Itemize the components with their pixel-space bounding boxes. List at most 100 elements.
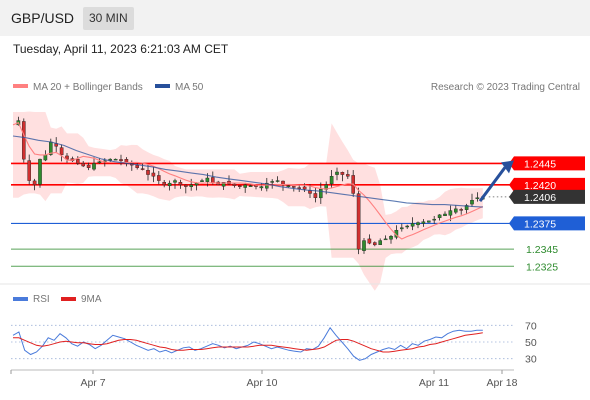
candle-body	[243, 184, 248, 188]
candle-body	[167, 182, 172, 187]
rsi-ma-legend-label: 9MA	[81, 294, 102, 305]
candle-body	[475, 197, 480, 199]
candle-body	[335, 171, 339, 175]
candle-body	[265, 182, 269, 189]
candle-body	[275, 180, 280, 182]
candle-body	[421, 221, 426, 224]
resistance-label: 1.2445	[524, 158, 556, 170]
current-price-label: 1.2406	[524, 192, 556, 204]
forecast-arrow-head	[501, 160, 514, 174]
candle-body	[178, 182, 183, 186]
rsi-level-label: 30	[525, 354, 537, 366]
candle-body	[221, 182, 226, 187]
rsi-level-label: 70	[525, 320, 537, 332]
rsi-line	[12, 326, 483, 361]
rsi-legend-label: RSI	[33, 294, 50, 305]
candle-body	[454, 208, 458, 213]
support-label: 1.2325	[526, 261, 558, 273]
ma50-line	[12, 135, 483, 208]
candle-body	[259, 186, 264, 189]
candle-body	[146, 170, 150, 175]
candle-body	[27, 160, 32, 181]
candle-body	[470, 200, 474, 205]
candle-body	[405, 225, 410, 228]
candle-body	[432, 218, 437, 221]
candle-body	[329, 176, 334, 185]
candle-body	[75, 158, 80, 164]
forecast-arrow-shaft	[478, 166, 507, 203]
timeframe-selector[interactable]: 30 MIN	[83, 7, 134, 30]
symbol-title: GBP/USD	[11, 10, 75, 26]
candle-body	[81, 163, 85, 167]
candle-body	[248, 185, 253, 187]
candle-body	[378, 240, 383, 245]
candle-body	[297, 187, 302, 189]
rsi-panel: 70 50 30	[11, 320, 537, 366]
candle-body	[319, 188, 323, 199]
candle-body	[59, 147, 64, 156]
moving-averages	[12, 121, 484, 240]
candle-body	[389, 236, 393, 240]
ma20-legend-swatch	[13, 84, 28, 88]
candle-body	[313, 193, 318, 198]
candle-body	[464, 205, 469, 210]
candle-body	[43, 154, 48, 161]
forecast-arrow	[478, 160, 514, 203]
candle-body	[162, 182, 167, 186]
ma50-legend-label: MA 50	[175, 82, 204, 93]
candle-body	[205, 177, 210, 182]
current-price-box	[509, 189, 585, 204]
ma50-legend-swatch	[155, 84, 170, 88]
candle-body	[189, 184, 194, 187]
candles	[16, 116, 485, 255]
candle-body	[427, 220, 431, 223]
ma20-line	[12, 121, 484, 240]
candle-body	[459, 209, 464, 211]
resistance-label-box	[509, 177, 585, 192]
candle-body	[32, 180, 37, 186]
candle-body	[140, 168, 145, 170]
candle-body	[183, 184, 188, 187]
candle-body	[362, 240, 366, 251]
candle-body	[443, 213, 447, 217]
pivot-label: 1.2375	[524, 218, 556, 230]
candle-body	[383, 238, 388, 241]
candle-body	[237, 185, 242, 187]
candle-body	[97, 161, 102, 163]
rsi-ma-line	[13, 332, 483, 353]
support-label: 1.2345	[526, 244, 558, 256]
resistance-label: 1.2420	[524, 180, 556, 192]
candle-body	[156, 175, 161, 181]
rsi-level-label: 50	[525, 337, 537, 349]
candle-body	[356, 193, 361, 250]
time-axis-label: Apr 7	[80, 377, 105, 389]
candle-body	[437, 214, 442, 218]
candle-body	[92, 163, 96, 170]
candle-body	[302, 186, 307, 190]
candle-body	[113, 158, 118, 161]
candle-body	[373, 242, 377, 246]
candle-body	[340, 172, 345, 175]
candle-body	[22, 121, 26, 160]
candle-body	[270, 181, 275, 183]
ma20-legend-label: MA 20 + Bollinger Bands	[33, 82, 143, 93]
candle-body	[65, 155, 69, 160]
candle-body	[38, 158, 42, 185]
candle-body	[151, 172, 156, 177]
rsi-ma-legend-swatch	[61, 297, 76, 301]
candle-body	[410, 223, 415, 227]
candle-body	[400, 227, 404, 230]
candle-body	[286, 185, 291, 187]
time-axis-label: Apr 18	[487, 377, 518, 389]
candle-body	[448, 210, 453, 216]
candle-body	[86, 164, 91, 168]
rsi-legend-swatch	[13, 297, 28, 301]
bollinger-bands	[13, 111, 483, 291]
candle-body	[173, 180, 177, 183]
resistance-label-box	[509, 156, 585, 171]
candle-body	[232, 183, 237, 186]
time-axis: Apr 7 Apr 10 Apr 11 Apr 18	[10, 369, 518, 389]
candle-body	[292, 186, 296, 188]
